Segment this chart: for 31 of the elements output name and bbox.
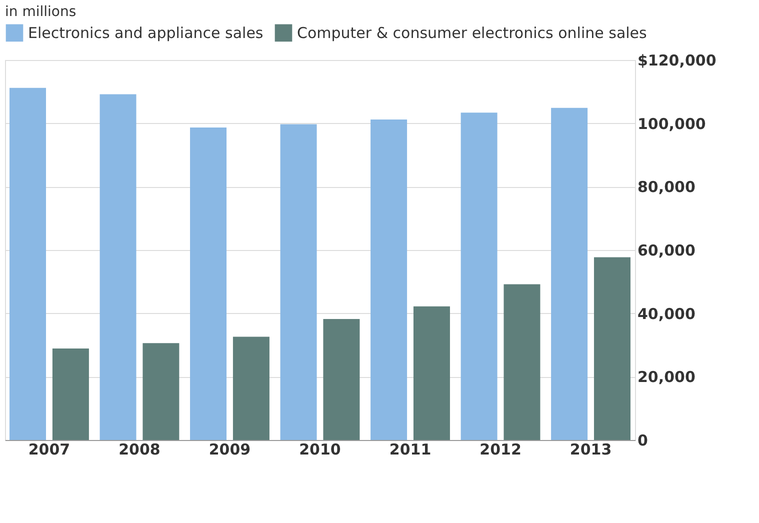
bar [10, 88, 46, 440]
y-tick-label: 80,000 [638, 178, 696, 196]
legend-label: Electronics and appliance sales [28, 24, 264, 42]
y-tick-label: $120,000 [638, 52, 716, 70]
text: in millions [5, 4, 76, 20]
bar [594, 257, 630, 440]
bar [100, 94, 136, 440]
bar [413, 306, 450, 440]
bar [190, 127, 227, 440]
y-tick-label: 40,000 [638, 304, 696, 323]
x-tick-label: 2008 [118, 440, 160, 458]
x-tick-label: 2009 [208, 440, 251, 458]
bar [504, 284, 540, 440]
x-tick-label: 2013 [570, 440, 612, 458]
y-tick-label: 100,000 [638, 114, 706, 133]
y-tick-label: 60,000 [638, 242, 696, 260]
legend-label: Computer & consumer electronics online sales [297, 24, 648, 42]
bar [370, 120, 408, 440]
y-tick-label: 20,000 [638, 368, 696, 386]
bar [551, 108, 588, 440]
x-tick-label: 2010 [299, 440, 341, 458]
x-tick-label: 2012 [480, 440, 522, 458]
bar [460, 112, 498, 440]
bar [142, 343, 180, 440]
bar [232, 336, 270, 440]
bar [323, 319, 360, 440]
x-tick-label: 2011 [389, 440, 432, 458]
bar [52, 348, 89, 440]
x-tick-label: 2007 [28, 440, 70, 458]
bar [280, 124, 317, 440]
y-tick-label: 0 [638, 432, 648, 450]
